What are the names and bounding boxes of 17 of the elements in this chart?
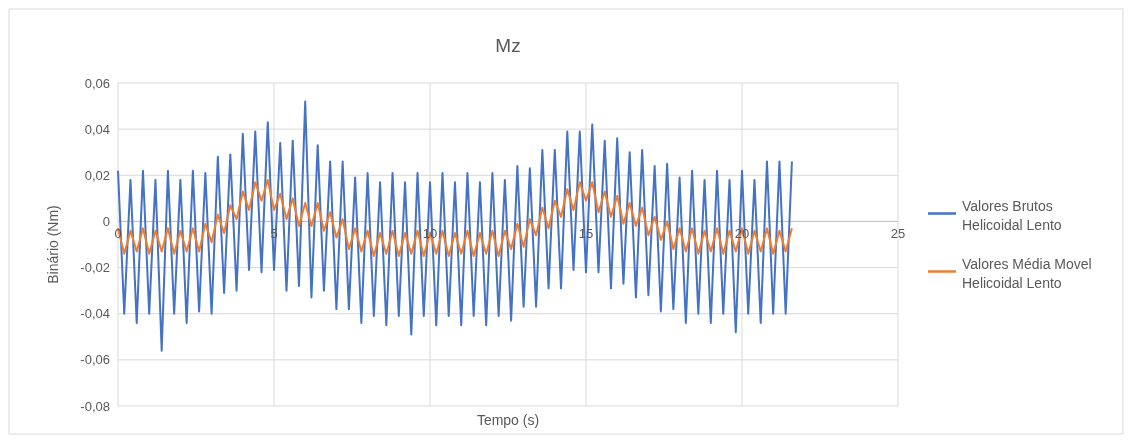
- y-tick-label: 0: [102, 213, 110, 229]
- y-tick-label: -0,06: [80, 352, 110, 368]
- y-tick-label: 0,02: [84, 167, 110, 183]
- line-series: [117, 100, 793, 352]
- y-tick-label: -0,02: [80, 260, 110, 276]
- x-axis-title: Tempo (s): [476, 412, 540, 428]
- line-series: [117, 178, 793, 258]
- y-tick-label: 0,06: [84, 75, 110, 91]
- y-tick-label: 0,04: [84, 121, 110, 137]
- legend-label: Valores Média Movel Helicoidal Lento: [962, 255, 1092, 291]
- chart-title: Mz: [495, 35, 521, 56]
- legend-label: Valores Brutos Helicoidal Lento: [962, 197, 1062, 233]
- y-axis-title: Binário (Nm): [45, 205, 61, 284]
- x-tick-label: 5: [270, 226, 278, 242]
- y-tick-label: -0,08: [80, 398, 110, 414]
- x-tick-label: 25: [890, 226, 906, 242]
- y-tick-label: -0,04: [80, 306, 110, 322]
